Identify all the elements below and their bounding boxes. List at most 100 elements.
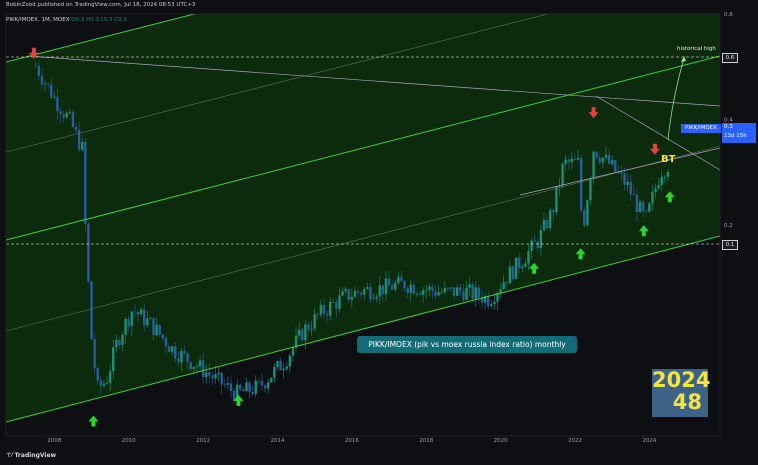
candle-body [34,65,37,67]
candle-body [301,329,304,341]
candle-body [180,350,183,363]
candle-body [384,278,388,295]
candle-body [477,287,481,298]
candle-body [363,289,366,295]
candle-body [124,319,127,335]
x-tick-label: 2010 [122,438,136,444]
candle-body [496,292,499,302]
candle-body [369,287,372,300]
candle-body [257,380,261,382]
candle-body [186,353,189,362]
y-tick-label: 0.8 [724,12,733,18]
candle-body [483,295,487,303]
x-tick-label: 2014 [270,438,284,444]
candle-body [456,287,459,296]
candle-body [446,287,450,289]
candle-body [421,289,425,295]
candle-body [341,291,344,296]
candle-body [381,285,385,295]
candle-body [508,266,512,284]
candle-body [254,380,257,394]
candle-body [390,285,394,290]
channel-middle-line [6,55,720,241]
resistance-trendline [27,55,720,107]
candle-body [663,176,667,178]
top-bar: BobinZood published on TradingView.com, … [0,0,758,14]
candle-body [359,292,363,295]
candle-body [251,391,254,394]
candle-body [641,201,645,212]
price-tag-countdown: 13d 15h [724,133,747,139]
candle-body [459,287,462,292]
candle-body [592,151,595,179]
candle-body [576,158,580,160]
candle-body [502,282,505,290]
candle-body [198,360,202,367]
candle-body [366,287,369,290]
candle-body [338,295,341,309]
candle-body [567,159,570,163]
candle-body [177,358,180,363]
arrow-up-icon [664,191,675,203]
x-tick-label: 2024 [642,438,656,444]
candle-body [201,360,205,378]
candle-body [583,210,586,226]
candle-body [239,384,242,390]
candle-body [493,301,496,305]
candle-body [400,276,403,281]
arrow-down-icon [649,143,660,155]
symbol-legend: PIKK/IMOEX, 1M, MOEX O0.3 H0.3 L0.3 C0.3 [6,17,127,23]
candle-body [260,381,264,386]
candle-body [270,377,273,383]
candle-body [115,339,118,348]
candle-body [347,289,350,300]
candle-body [431,286,434,291]
candle-body [465,287,468,300]
price-tag-price: 0.3 [724,124,733,130]
candle-body [319,304,323,315]
y-tick-label: 0.4 [724,118,733,124]
arrow-up-icon [638,225,649,237]
candle-body [589,178,592,201]
plot-border [5,13,721,437]
candle-body [409,284,412,293]
candle-body [434,290,437,296]
arrow-up-icon [529,262,540,274]
channel-quarter-line [6,14,549,153]
tradingview-brand: TradingView [14,452,57,459]
candle-body [378,285,381,297]
ohlc-values: O0.3 H0.3 L0.3 C0.3 [71,17,127,23]
candle-body [248,382,251,392]
channel-lower-line [6,235,720,423]
candle-body [273,366,276,378]
candle-body [108,371,112,384]
candle-body [105,383,109,384]
candle-body [542,219,546,231]
ref-label-high: 0.6 [722,53,738,63]
candle-body [93,339,96,369]
candle-body [638,201,642,212]
tradingview-logo[interactable]: ⊤⁄ TradingView [6,452,56,459]
candle-body [344,289,347,292]
candle-body [530,240,533,252]
candle-body [632,194,636,196]
candle-body [208,372,211,376]
candle-body [266,382,270,389]
candle-body [133,311,137,313]
candle-body [127,319,130,327]
candle-body [403,280,406,289]
candle-body [40,75,44,85]
candle-body [288,355,292,367]
candle-body [539,230,543,248]
historical-high-label: historical high [677,46,716,52]
x-tick-label: 2022 [568,438,582,444]
candle-body [443,287,447,293]
candle-body [533,240,536,242]
candle-body [282,368,285,371]
candle-body [325,313,329,316]
candle-body [65,112,68,118]
candle-body [387,278,391,286]
candle-body [486,295,490,307]
candle-body [87,223,90,282]
